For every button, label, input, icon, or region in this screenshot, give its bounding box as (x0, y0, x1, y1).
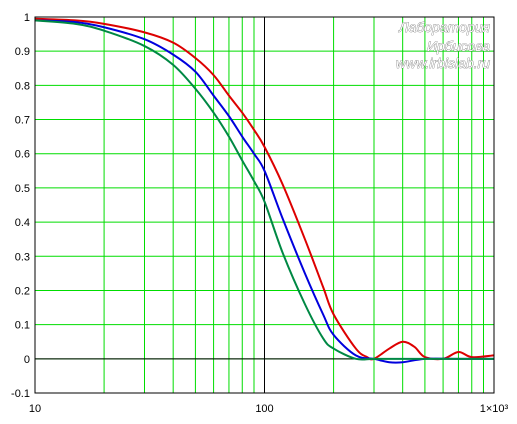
y-tick-label: 0.9 (15, 46, 30, 58)
y-tick-label: 0.7 (15, 115, 30, 127)
series-layer (34, 17, 495, 364)
watermark-line-1: Лаборатория (398, 19, 490, 35)
watermark: Лаборатория Ирбисова www.irbislab.ru (396, 19, 491, 72)
x-axis: 10 100 1×10³ (29, 403, 509, 415)
y-tick-label: 0.2 (15, 285, 30, 297)
watermark-line-2: Ирбисова (427, 38, 490, 54)
y-tick-label: -0.1 (11, 388, 30, 400)
y-tick-label: 0.1 (15, 320, 30, 332)
x-tick-label: 100 (255, 403, 273, 415)
y-axis: -0.1 0 0.1 0.2 0.3 0.4 0.5 0.6 0.7 0.8 0.9 1 (11, 12, 30, 400)
plot-frame (34, 16, 495, 394)
y-tick-label: 0.5 (15, 183, 30, 195)
y-tick-label: 0 (24, 354, 30, 366)
x-tick-label: 1×10³ (480, 403, 509, 415)
series-line-2 (34, 19, 494, 364)
watermark-line-3: www.irbislab.ru (396, 55, 490, 71)
x-tick-label: 10 (29, 403, 41, 415)
series-line-3 (34, 19, 494, 361)
y-tick-label: 0.8 (15, 80, 30, 92)
y-tick-label: 0.3 (15, 251, 30, 263)
y-tick-label: 0.6 (15, 149, 30, 161)
series-line-1 (34, 17, 495, 361)
y-tick-label: 0.4 (15, 217, 30, 229)
y-tick-label: 1 (24, 12, 30, 24)
